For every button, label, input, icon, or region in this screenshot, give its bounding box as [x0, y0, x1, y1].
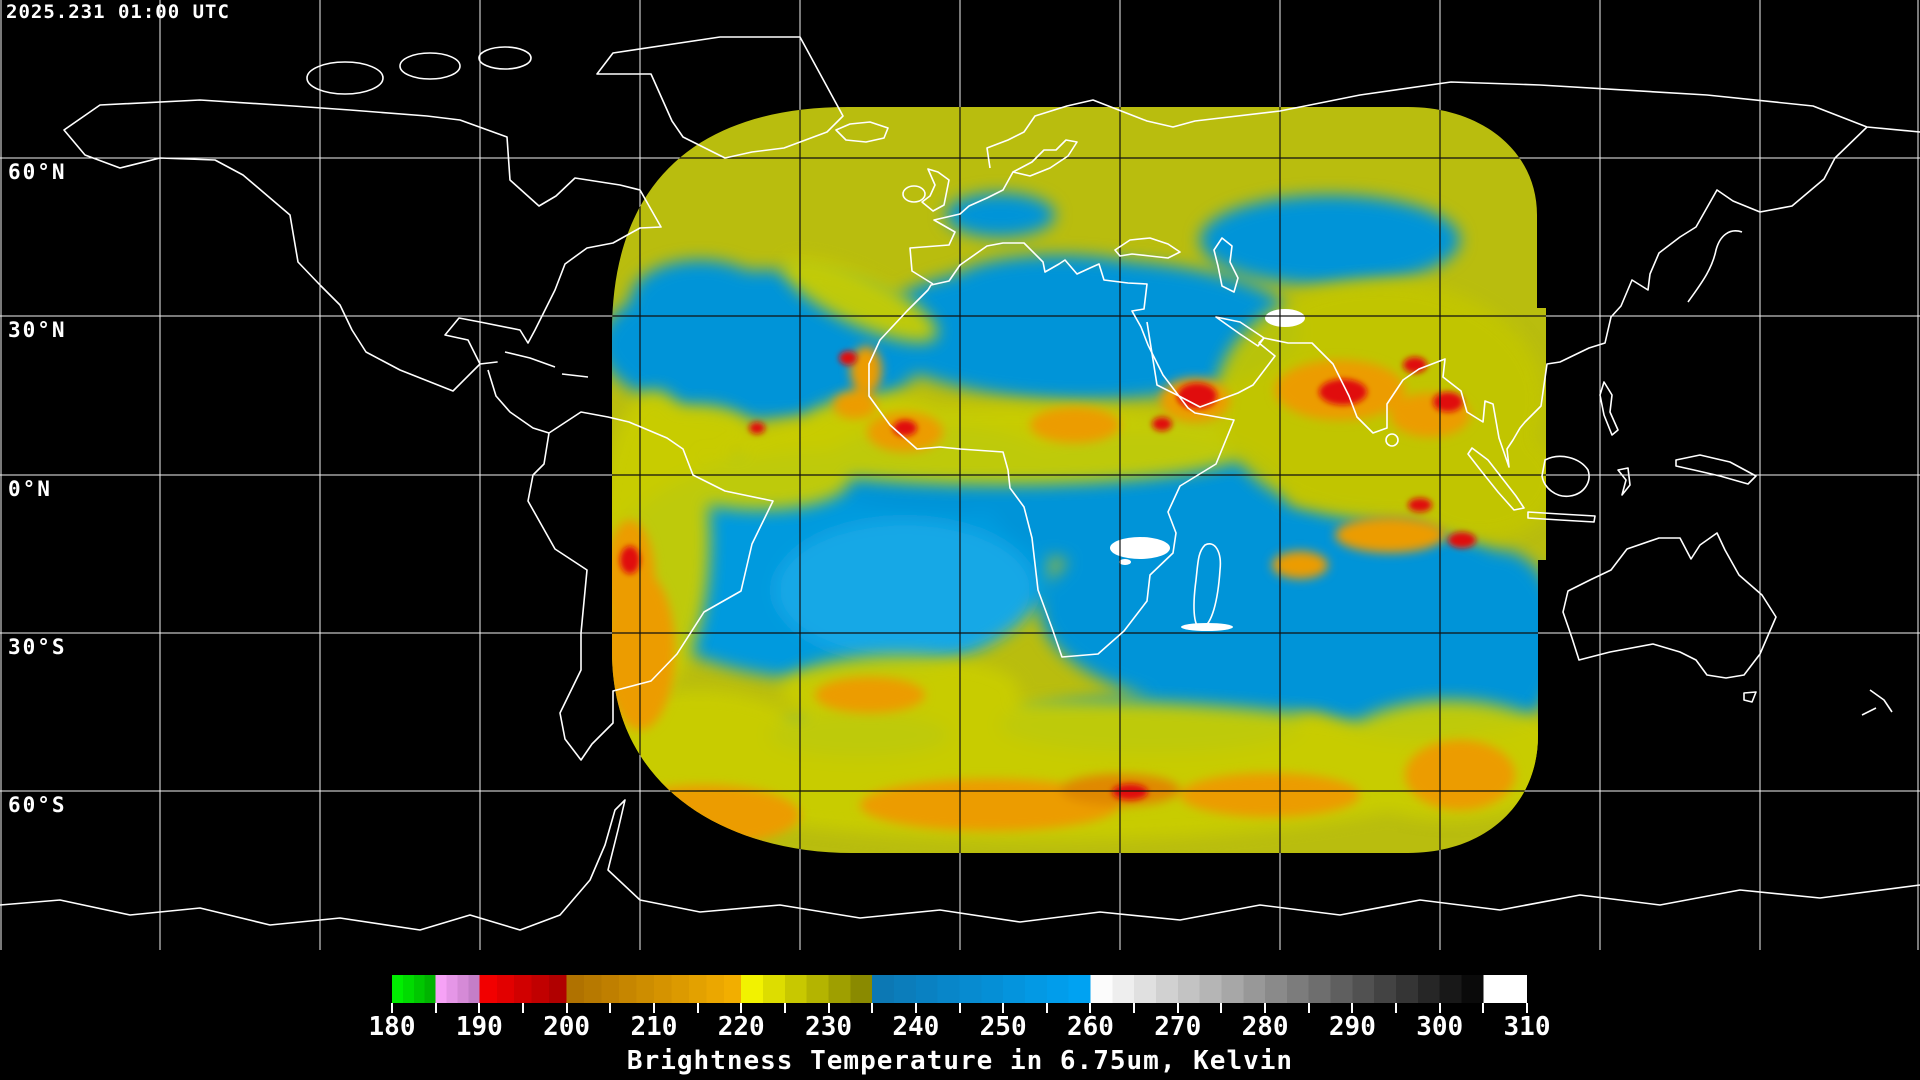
colorbar-tick: [1045, 1003, 1048, 1013]
colorbar-tick: [827, 1003, 830, 1013]
colorbar-tick: [391, 1003, 393, 1013]
colorbar-tick-label: 220: [717, 1012, 765, 1042]
colorbar-tick: [914, 1003, 917, 1013]
colorbar-tick: [478, 1003, 481, 1013]
colorbar-tick-label: 270: [1154, 1012, 1202, 1042]
lat-label-0n: 0°N: [8, 477, 52, 501]
colorbar: [392, 975, 1527, 1003]
colorbar-tick-label: 260: [1066, 1012, 1114, 1042]
colorbar-tick: [696, 1003, 699, 1013]
colorbar-tick-label: 290: [1328, 1012, 1376, 1042]
colorbar-tick: [958, 1003, 961, 1013]
colorbar-tick-label: 250: [979, 1012, 1027, 1042]
colorbar-tick-label: 300: [1416, 1012, 1464, 1042]
colorbar-tick: [1089, 1003, 1092, 1013]
colorbar-tick: [521, 1003, 524, 1013]
graticule-inside-swath: [612, 107, 1546, 853]
colorbar-title: Brightness Temperature in 6.75um, Kelvin: [626, 1046, 1294, 1076]
lat-label-60n: 60°N: [8, 160, 67, 184]
lat-label-30n: 30°N: [8, 318, 67, 342]
colorbar-tick: [1176, 1003, 1179, 1013]
colorbar-tick: [652, 1003, 655, 1013]
colorbar-tick: [1395, 1003, 1398, 1013]
swath-blue-regions: [612, 193, 1546, 757]
colorbar-tick-label: 310: [1503, 1012, 1551, 1042]
colorbar-tick-label: 180: [368, 1012, 416, 1042]
swath-white-spots: [1110, 309, 1305, 631]
timestamp: 2025.231 01:00 UTC: [6, 1, 230, 23]
colorbar-tick: [1220, 1003, 1223, 1013]
lat-label-60s: 60°S: [8, 793, 67, 817]
colorbar-tick-label: 190: [455, 1012, 503, 1042]
colorbar-tick: [1264, 1003, 1267, 1013]
world-map: [0, 0, 1920, 950]
colorbar-tick: [871, 1003, 874, 1013]
colorbar-tick-label: 230: [805, 1012, 853, 1042]
colorbar-tick: [1002, 1003, 1005, 1013]
colorbar-tick-label: 200: [543, 1012, 591, 1042]
colorbar-tick: [1526, 1003, 1528, 1013]
colorbar-tick-label: 280: [1241, 1012, 1289, 1042]
colorbar-tick: [565, 1003, 568, 1013]
colorbar-tick-label: 240: [892, 1012, 940, 1042]
colorbar-tick: [1351, 1003, 1354, 1013]
colorbar-tick: [740, 1003, 743, 1013]
colorbar-tick: [434, 1003, 437, 1013]
colorbar-tick: [1307, 1003, 1310, 1013]
lat-label-30s: 30°S: [8, 635, 67, 659]
colorbar-tick: [783, 1003, 786, 1013]
colorbar-tick: [1438, 1003, 1441, 1013]
colorbar-tick: [609, 1003, 612, 1013]
colorbar-tick-label: 210: [630, 1012, 678, 1042]
colorbar-tick: [1482, 1003, 1485, 1013]
colorbar-tick: [1133, 1003, 1136, 1013]
